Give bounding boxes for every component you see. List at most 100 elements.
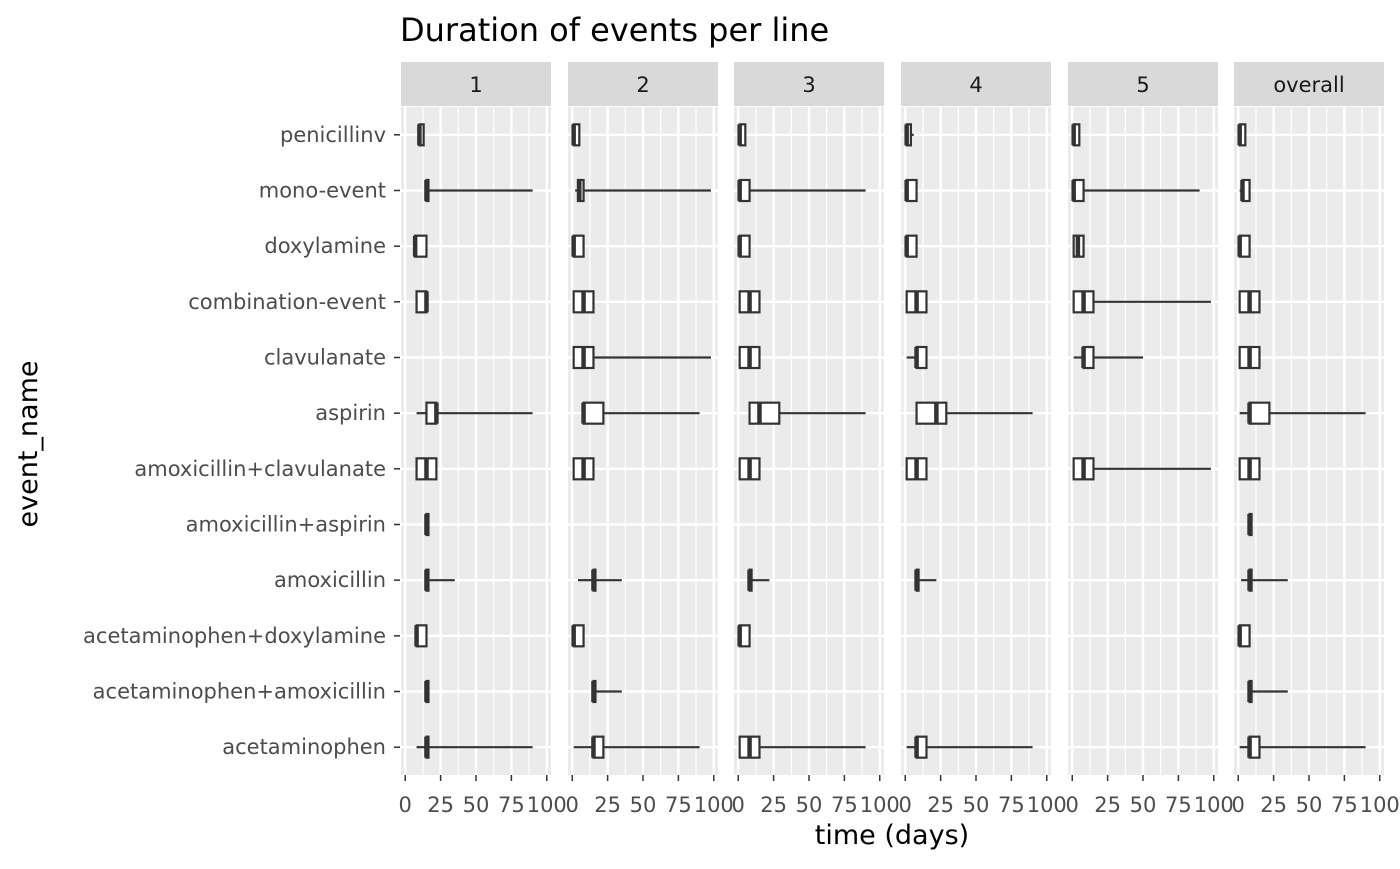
boxplot-mono-event-5	[1071, 178, 1200, 203]
boxplot-amoxicillin-clavulanate-3	[738, 457, 761, 481]
x-tick-label: 0	[899, 793, 912, 817]
facet-strip-1	[401, 62, 551, 106]
x-tick-label: 25	[760, 793, 787, 817]
boxplot-doxylamine-overall	[1237, 234, 1251, 258]
y-tick-label-acetaminophen-amoxicillin: acetaminophen+amoxicillin	[93, 680, 386, 704]
boxplot-clavulanate-2	[572, 345, 711, 370]
x-tick-label: 25	[1094, 793, 1121, 817]
y-tick-label-clavulanate: clavulanate	[264, 346, 386, 370]
box-iqr	[582, 401, 605, 425]
boxplot-aspirin-3	[748, 401, 866, 425]
x-tick-label: 75	[1331, 793, 1358, 817]
boxplot-amoxicillin-3	[747, 568, 770, 592]
boxplot-aspirin-overall	[1239, 401, 1366, 425]
boxplot-amoxicillin-clavulanate-5	[1072, 457, 1211, 481]
y-tick-label-combination-event: combination-event	[188, 290, 386, 314]
x-tick-label: 75	[665, 793, 692, 817]
x-tick-label: 50	[1130, 793, 1157, 817]
boxplot-clavulanate-5	[1073, 345, 1143, 370]
x-tick-label: 25	[427, 793, 454, 817]
boxplot-penicillinv-2	[571, 123, 581, 147]
y-tick-label-amoxicillin-clavulanate: amoxicillin+clavulanate	[134, 457, 386, 481]
boxplot-penicillinv-1	[417, 123, 425, 147]
x-tick-label: 25	[927, 793, 954, 817]
facet-strip-5	[1068, 62, 1218, 106]
boxplot-acetaminophen-doxylamine-3	[737, 624, 751, 648]
boxplot-doxylamine-3	[737, 234, 751, 258]
y-tick-label-amoxicillin-aspirin: amoxicillin+aspirin	[186, 513, 386, 537]
y-axis-title: event_name	[13, 361, 44, 528]
boxplot-combination-event-4	[905, 290, 928, 314]
x-tick-label: 100	[1027, 793, 1067, 817]
boxplot-amoxicillin-overall	[1241, 568, 1288, 592]
facet-strip-2	[568, 62, 718, 106]
boxplot-aspirin-2	[581, 401, 700, 425]
boxplot-mono-event-2	[575, 178, 711, 203]
x-tick-label: 50	[796, 793, 823, 817]
x-tick-label: 100	[694, 793, 734, 817]
y-tick-label-amoxicillin: amoxicillin	[274, 568, 386, 592]
y-tick-label-acetaminophen: acetaminophen	[222, 735, 386, 759]
boxplot-amoxicillin-clavulanate-overall	[1238, 457, 1261, 481]
facet-strip-label-4: 4	[969, 73, 982, 97]
boxplot-acetaminophen-doxylamine-2	[571, 624, 585, 648]
y-tick-label-acetaminophen-doxylamine: acetaminophen+doxylamine	[83, 624, 386, 648]
boxplot-amoxicillin-2	[577, 568, 622, 592]
boxplot-acetaminophen-overall	[1239, 735, 1366, 759]
facet-panel-1: 1 0 25 50 75 100	[399, 62, 567, 817]
boxplot-amoxicillin-clavulanate-4	[905, 457, 928, 481]
boxplot-amoxicillin-clavulanate-1	[415, 457, 438, 481]
x-tick-label: 25	[1260, 793, 1287, 817]
x-tick-label: 75	[498, 793, 525, 817]
boxplot-clavulanate-overall	[1238, 345, 1261, 370]
x-tick-label: 25	[594, 793, 621, 817]
boxplot-amoxicillin-1	[424, 568, 455, 592]
boxplot-acetaminophen-1	[416, 735, 533, 759]
x-tick-label: 50	[630, 793, 657, 817]
x-tick-label: 0	[566, 793, 579, 817]
boxplot-doxylamine-2	[571, 234, 585, 258]
facet-strip-label-overall: overall	[1273, 73, 1344, 97]
boxplot-acetaminophen-2	[573, 735, 700, 759]
chart-title: Duration of events per line	[400, 11, 829, 49]
x-tick-label: 75	[998, 793, 1025, 817]
boxplot-acetaminophen-amoxicillin-overall	[1247, 679, 1288, 704]
boxplot-acetaminophen-doxylamine-1	[414, 624, 428, 648]
boxplot-penicillinv-3	[737, 123, 747, 147]
boxplot-acetaminophen-3	[738, 735, 866, 759]
y-axis-labels: acetaminophen acetaminophen+amoxicillin ac…	[83, 123, 400, 759]
y-tick-label-aspirin: aspirin	[315, 401, 386, 425]
facet-strip-label-5: 5	[1136, 73, 1149, 97]
facet-panel-4: 4 0 25 50 75 100	[899, 62, 1067, 817]
x-axis-title: time (days)	[815, 820, 969, 851]
facet-panel-2: 2 0 25 50 75 100	[566, 62, 734, 817]
x-tick-label: 0	[1066, 793, 1079, 817]
x-tick-label: 100	[860, 793, 900, 817]
facet-strip-label-3: 3	[802, 73, 815, 97]
boxplot-combination-event-1	[415, 290, 429, 314]
box-iqr	[748, 401, 781, 425]
y-tick-label-penicillinv: penicillinv	[280, 123, 386, 147]
x-tick-label: 50	[1296, 793, 1323, 817]
boxplot-aspirin-4	[915, 401, 1033, 425]
x-tick-label: 75	[831, 793, 858, 817]
boxplot-combination-event-5	[1072, 290, 1211, 314]
y-tick-label-mono-event: mono-event	[259, 179, 386, 203]
x-tick-label: 100	[527, 793, 567, 817]
boxplot-acetaminophen-amoxicillin-1	[424, 679, 430, 704]
facet-strip-3	[734, 62, 884, 106]
boxplot-mono-event-4	[904, 178, 918, 203]
boxplot-amoxicillin-aspirin-1	[424, 512, 430, 537]
facet-strip-4	[901, 62, 1051, 106]
x-tick-label: 50	[963, 793, 990, 817]
facet-panel-5: 50 25 50 75 100	[1066, 62, 1234, 817]
boxplot-acetaminophen-4	[906, 735, 1033, 759]
boxplot-mono-event-1	[424, 178, 533, 203]
boxplot-combination-event-overall	[1238, 290, 1261, 314]
facet-strip-overall	[1234, 62, 1384, 106]
boxplot-amoxicillin-4	[914, 568, 937, 592]
x-tick-label: 0	[732, 793, 745, 817]
box-iqr	[915, 401, 948, 425]
boxplot-mono-event-3	[737, 178, 866, 203]
